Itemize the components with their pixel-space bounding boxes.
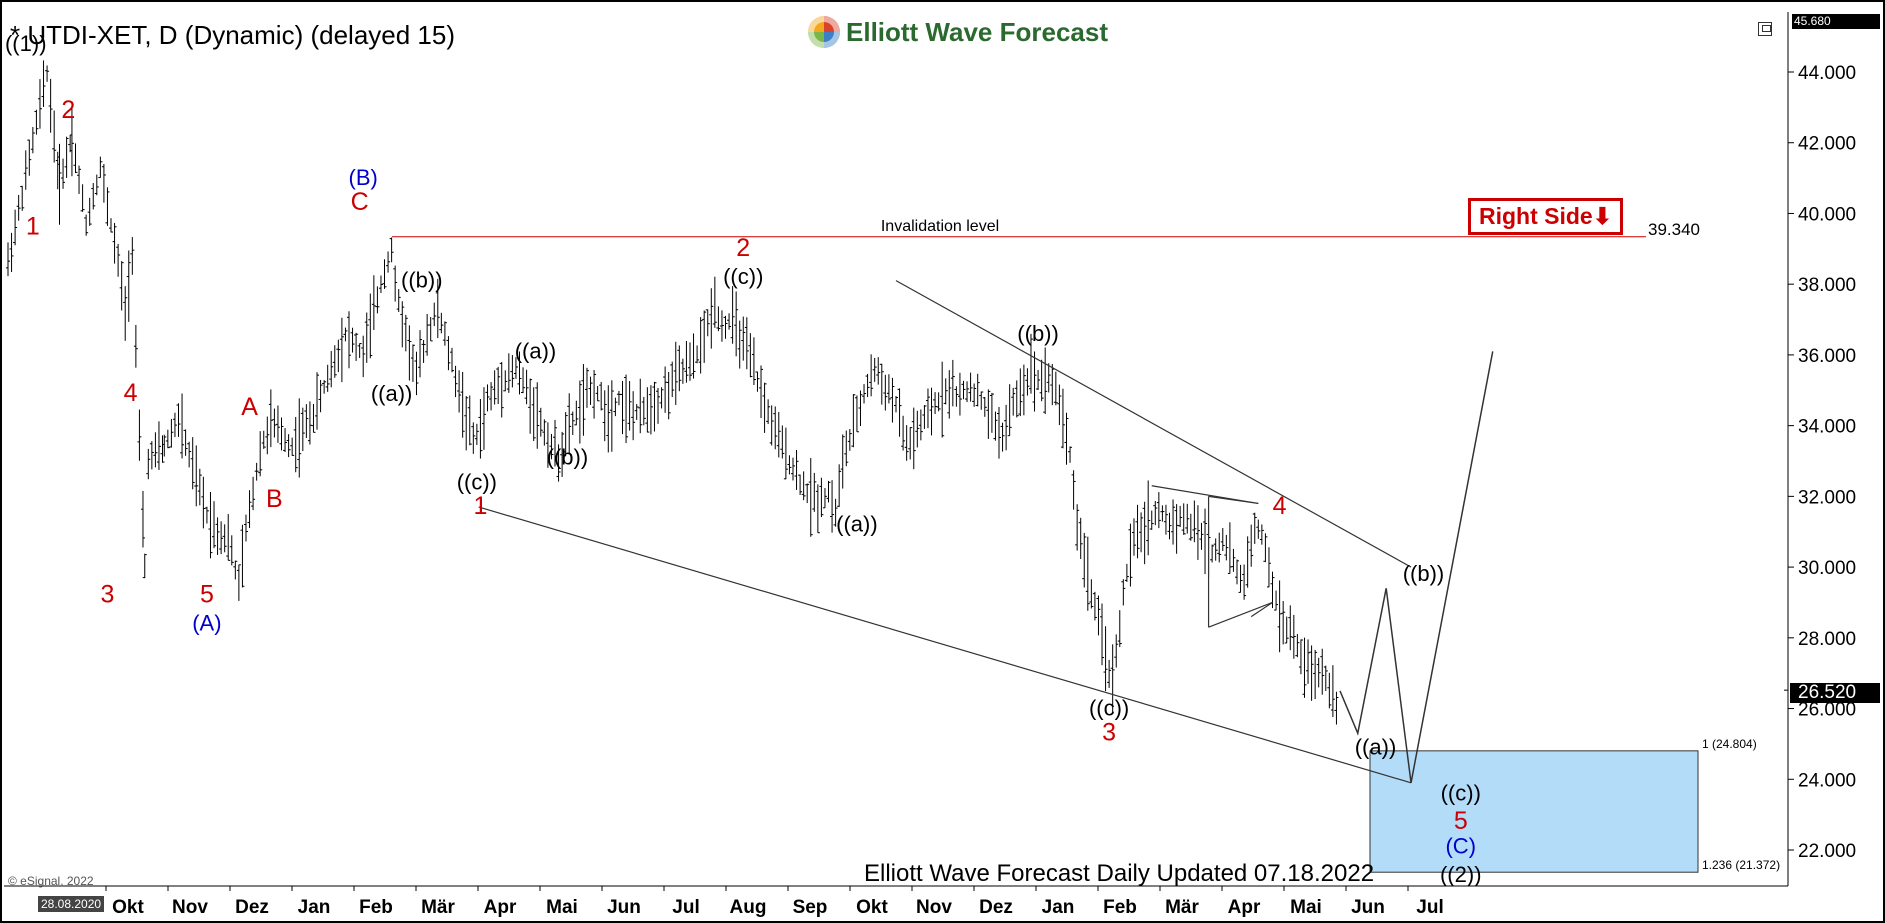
y-tick-label: 44.000 — [1798, 63, 1856, 84]
wave-label: ((b)) — [401, 268, 443, 293]
y-tick-label: 28.000 — [1798, 629, 1856, 650]
y-tick-label: 40.000 — [1798, 204, 1856, 225]
y-tick-label: 42.000 — [1798, 134, 1856, 155]
x-tick-label: Jun — [1351, 897, 1385, 918]
wave-label: ((b)) — [1017, 321, 1059, 346]
wave-label: ((c)) — [1089, 696, 1129, 721]
wave-label: 3 — [1102, 718, 1116, 746]
y-tick-label: 24.000 — [1798, 770, 1856, 791]
x-tick-label: Dez — [235, 897, 269, 918]
wave-label: B — [266, 485, 283, 513]
right-side-label: Right Side — [1479, 203, 1593, 229]
wave-label: C — [351, 188, 369, 216]
wave-label: (C) — [1445, 834, 1476, 859]
triangle-lower-a — [1208, 601, 1273, 628]
globe-icon — [808, 16, 840, 48]
logo: Elliott Wave Forecast — [808, 16, 1108, 48]
x-tick-label: Jun — [607, 897, 641, 918]
wave-label: (B) — [349, 165, 378, 190]
wave-label: 5 — [1454, 807, 1468, 835]
x-tick-label: Nov — [916, 897, 952, 918]
y-tick-label: 22.000 — [1798, 841, 1856, 862]
x-tick-label: Feb — [1103, 897, 1137, 918]
target-zone — [1369, 750, 1699, 873]
y-tick-label: 32.000 — [1798, 487, 1856, 508]
x-tick-label: Mär — [421, 897, 455, 918]
wave-label: 2 — [61, 96, 75, 124]
wave-label: 4 — [124, 379, 138, 407]
x-tick-label: Feb — [359, 897, 393, 918]
start-date-label: 28.08.2020 — [38, 896, 105, 912]
x-tick-label: Jan — [298, 897, 331, 918]
wave-label: ((c)) — [723, 264, 763, 289]
target-zone-top-label: 1 (24.804) — [1702, 737, 1757, 751]
copyright: © eSignal, 2022 — [8, 874, 94, 888]
wave-label: ((a)) — [371, 381, 413, 406]
x-tick-label: Nov — [172, 897, 208, 918]
wave-label: 1 — [26, 213, 40, 241]
wave-label: ((2)) — [1440, 862, 1482, 887]
x-tick-label: Jan — [1042, 897, 1075, 918]
wave-label: 2 — [736, 234, 750, 262]
y-tick-label: 34.000 — [1798, 417, 1856, 438]
update-note: Elliott Wave Forecast Daily Updated 07.1… — [864, 860, 1375, 887]
x-tick-label: Apr — [484, 897, 517, 918]
wave-label: ((1)) — [5, 31, 47, 56]
x-tick-label: Aug — [730, 897, 767, 918]
upper-channel-line — [895, 280, 1412, 568]
y-tick-label: 36.000 — [1798, 346, 1856, 367]
wave-label: 1 — [473, 492, 487, 520]
x-tick-label: Apr — [1228, 897, 1261, 918]
triangle-lower-b — [1250, 601, 1273, 618]
wave-label: ((b)) — [1403, 561, 1445, 586]
target-zone-bottom-label: 1.236 (21.372) — [1702, 858, 1780, 872]
wave-label: ((a)) — [1355, 735, 1397, 760]
wave-label: ((a)) — [515, 338, 557, 363]
wave-label: ((a)) — [836, 512, 878, 537]
wave-label: ((c)) — [1441, 780, 1481, 805]
x-tick-label: Okt — [112, 897, 144, 918]
y-tick-label: 30.000 — [1798, 558, 1856, 579]
wave-label: ((b)) — [547, 445, 589, 470]
wave-label: 5 — [200, 580, 214, 608]
wave-label: 4 — [1273, 492, 1287, 520]
lower-channel-line — [478, 506, 1412, 784]
y-tick-label: 26.000 — [1798, 700, 1856, 721]
y-tick-label: 38.000 — [1798, 275, 1856, 296]
projected-wave-path — [1339, 351, 1494, 783]
arrow-down-icon: ⬇ — [1592, 203, 1613, 229]
top-price-label: 45.680 — [1792, 14, 1880, 29]
x-tick-label: Mai — [1290, 897, 1322, 918]
x-tick-label: Dez — [979, 897, 1013, 918]
right-side-badge: Right Side⬇ — [1468, 198, 1624, 235]
wave-label: ((c)) — [457, 469, 497, 494]
x-tick-label: Sep — [793, 897, 828, 918]
chart-title: * UTDI-XET, D (Dynamic) (delayed 15) — [10, 20, 455, 50]
last-price-label: 26.520 — [1790, 683, 1880, 703]
wave-label: A — [241, 393, 258, 421]
x-tick-label: Okt — [856, 897, 888, 918]
wave-label: (A) — [192, 611, 221, 636]
window-restore-icon[interactable] — [1758, 22, 1772, 36]
logo-text: Elliott Wave Forecast — [846, 16, 1108, 47]
x-tick-label: Jul — [1416, 897, 1443, 918]
x-tick-label: Jul — [672, 897, 699, 918]
triangle-upper-b — [1208, 495, 1259, 505]
invalidation-label: Invalidation level — [881, 218, 999, 235]
x-tick-label: Mär — [1165, 897, 1199, 918]
wave-label: 3 — [101, 580, 115, 608]
invalidation-value: 39.340 — [1648, 220, 1700, 239]
x-tick-label: Mai — [546, 897, 578, 918]
